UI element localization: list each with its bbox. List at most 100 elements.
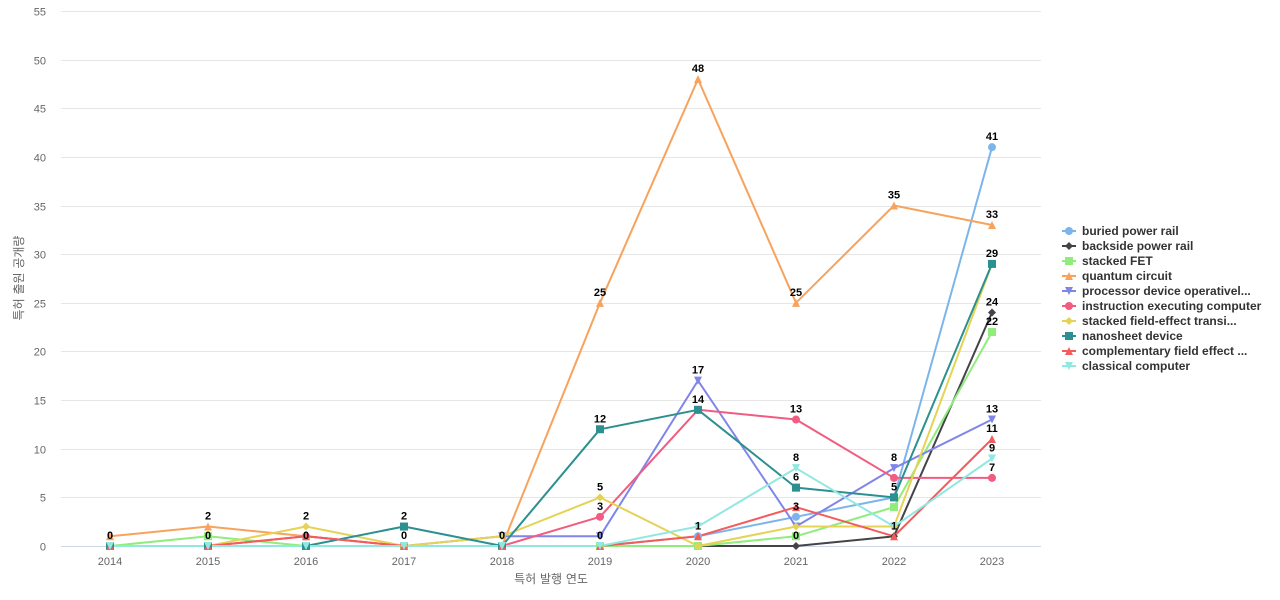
data-label: 8: [891, 452, 897, 464]
series-point-9[interactable]: [498, 542, 506, 550]
series-point-6[interactable]: [596, 493, 604, 502]
series-point-3[interactable]: [106, 532, 114, 541]
y-tick-label: 20: [34, 347, 46, 359]
legend-symbol[interactable]: [1065, 302, 1073, 310]
data-label: 41: [986, 131, 998, 143]
series-point-4[interactable]: [988, 415, 996, 424]
series-point-2[interactable]: [890, 503, 898, 512]
legend-symbol[interactable]: [1065, 317, 1073, 325]
legend-symbol[interactable]: [1065, 227, 1073, 235]
series-point-7[interactable]: [694, 405, 702, 414]
legend-symbol[interactable]: [1065, 257, 1073, 265]
legend-item[interactable]: quantum circuit: [1062, 269, 1172, 283]
y-tick-label: 55: [34, 7, 46, 19]
series-point-3[interactable]: [890, 201, 898, 210]
series-point-9[interactable]: [694, 522, 702, 531]
data-label: 14: [692, 394, 705, 406]
legend-symbol[interactable]: [1065, 242, 1073, 250]
series-point-9[interactable]: [890, 522, 898, 531]
y-tick-label: 15: [34, 396, 46, 408]
series-point-9[interactable]: [106, 542, 114, 550]
data-label: 7: [989, 462, 995, 474]
legend-item[interactable]: stacked field-effect transi...: [1062, 314, 1237, 328]
y-tick-label: 0: [40, 542, 46, 554]
series-point-5[interactable]: [890, 473, 898, 482]
series-point-3[interactable]: [792, 298, 800, 307]
series-point-3[interactable]: [596, 298, 604, 307]
series-point-2[interactable]: [792, 532, 800, 541]
legend-item[interactable]: classical computer: [1062, 359, 1190, 373]
series-point-7[interactable]: [792, 483, 800, 492]
series-line-9[interactable]: [110, 457, 993, 547]
series-point-8[interactable]: [302, 532, 310, 541]
series-point-7[interactable]: [988, 259, 996, 268]
series-point-3[interactable]: [988, 221, 996, 229]
legend-symbol[interactable]: [1065, 287, 1073, 295]
data-label: 11: [986, 423, 998, 435]
series-point-2[interactable]: [988, 328, 996, 336]
legend-item[interactable]: complementary field effect ...: [1062, 344, 1247, 358]
y-tick-label: 25: [34, 299, 46, 311]
series-point-0[interactable]: [792, 512, 800, 521]
data-label: 22: [986, 316, 998, 328]
series-point-2[interactable]: [204, 532, 212, 541]
series-point-6[interactable]: [498, 532, 506, 541]
data-label: 5: [891, 481, 897, 493]
series-point-7[interactable]: [400, 522, 408, 531]
series-point-8[interactable]: [988, 435, 996, 443]
legend-item[interactable]: nanosheet device: [1062, 329, 1183, 343]
data-label: 0: [597, 530, 603, 542]
legend-symbol[interactable]: [1065, 332, 1073, 340]
data-label: 12: [594, 413, 606, 425]
series-point-9[interactable]: [204, 542, 212, 550]
series-point-6[interactable]: [302, 522, 310, 531]
series-line-6[interactable]: [110, 263, 993, 547]
series-point-8[interactable]: [890, 532, 898, 541]
series-point-5[interactable]: [988, 473, 996, 482]
series-point-5[interactable]: [596, 512, 604, 521]
series-point-3[interactable]: [204, 522, 212, 531]
data-label: 48: [692, 63, 704, 75]
series-point-4[interactable]: [596, 532, 604, 541]
x-tick-label: 2022: [882, 556, 906, 568]
y-tick-label: 30: [34, 250, 46, 262]
series-lines: [109, 78, 993, 547]
series-point-8[interactable]: [792, 503, 800, 512]
legend-item[interactable]: backside power rail: [1062, 239, 1193, 253]
legend-label: backside power rail: [1082, 239, 1193, 253]
legend-item[interactable]: stacked FET: [1062, 254, 1153, 268]
legend-symbol[interactable]: [1065, 347, 1073, 355]
series-point-1[interactable]: [792, 542, 800, 550]
series-point-9[interactable]: [988, 454, 996, 463]
legend-symbol[interactable]: [1065, 362, 1073, 370]
legend-item[interactable]: processor device operativel...: [1062, 284, 1251, 298]
series-point-9[interactable]: [596, 542, 604, 550]
legend-symbol[interactable]: [1065, 272, 1073, 280]
series-line-3[interactable]: [109, 78, 993, 547]
legend-item[interactable]: instruction executing computer: [1062, 299, 1262, 313]
series-line-4[interactable]: [110, 379, 993, 547]
series-point-4[interactable]: [890, 464, 898, 473]
series-point-9[interactable]: [792, 464, 800, 473]
data-label: 3: [793, 501, 799, 513]
legend-label: stacked field-effect transi...: [1082, 314, 1237, 328]
series-point-7[interactable]: [890, 493, 898, 502]
series-point-7[interactable]: [596, 425, 604, 434]
series-point-5[interactable]: [792, 415, 800, 424]
series-point-1[interactable]: [988, 308, 996, 317]
series-point-9[interactable]: [400, 542, 408, 550]
series-line-1[interactable]: [110, 312, 993, 547]
x-tick-label: 2015: [196, 556, 220, 568]
series-line-2[interactable]: [109, 331, 993, 547]
x-tick-label: 2016: [294, 556, 318, 568]
series-point-4[interactable]: [694, 376, 702, 385]
series-point-8[interactable]: [694, 532, 702, 541]
series-point-6[interactable]: [694, 542, 702, 550]
series-point-6[interactable]: [792, 522, 800, 531]
legend-item[interactable]: buried power rail: [1062, 224, 1179, 238]
series-point-3[interactable]: [694, 75, 702, 84]
series-point-9[interactable]: [302, 542, 310, 550]
series-point-0[interactable]: [988, 143, 996, 152]
data-label: 0: [107, 530, 113, 542]
